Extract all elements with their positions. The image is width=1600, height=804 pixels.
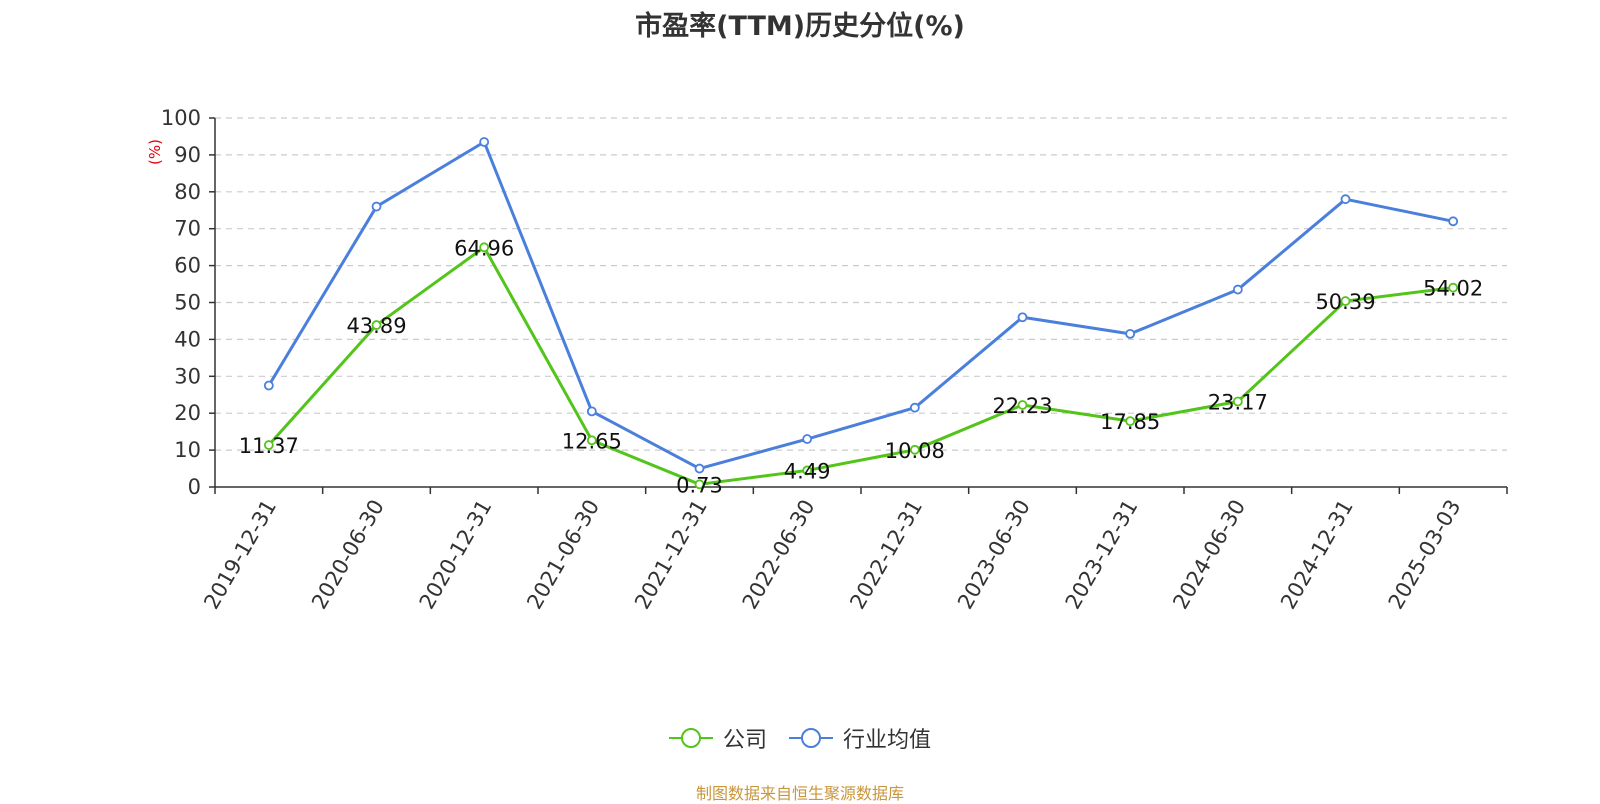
company-point: [909, 444, 920, 455]
company-point: [586, 435, 597, 446]
industry-point: [1448, 216, 1459, 227]
industry-point: [263, 380, 274, 391]
industry-series-line: [267, 140, 1454, 471]
x-tick-label: 2023-06-30: [953, 496, 1035, 614]
y-tick-label: 10: [174, 438, 201, 462]
x-tick-label: 2021-12-31: [630, 496, 712, 614]
x-tick-label: 2019-12-31: [199, 496, 281, 614]
legend-item-industry-average[interactable]: 行业均值: [789, 722, 931, 754]
company-data-label: 10.08: [885, 439, 945, 463]
company-point: [1125, 416, 1136, 427]
x-tick-label: 2022-06-30: [738, 496, 820, 614]
company-point: [802, 465, 813, 476]
industry-point: [1340, 194, 1351, 205]
x-tick-label: 2022-12-31: [845, 495, 927, 613]
company-point: [1448, 282, 1459, 293]
company-data-label: 22.23: [992, 394, 1052, 418]
industry-point: [1017, 312, 1028, 323]
company-point: [1340, 296, 1351, 306]
x-tick-label: 2020-06-30: [307, 496, 389, 614]
x-tick-label: 2025-03-03: [1384, 496, 1466, 614]
company-data-label: 12.65: [562, 429, 622, 453]
y-tick-label: 70: [174, 217, 201, 241]
legend-company-label: 公司: [722, 728, 767, 753]
axes: 0 10 20 30 40 50 60 70 80 90 100 (%) 2019-12-31 2020-…: [146, 106, 1508, 614]
company-point: [1017, 400, 1028, 410]
y-tick-label: 60: [174, 254, 201, 278]
y-tick-label: 30: [174, 364, 201, 388]
industry-point: [1232, 284, 1243, 295]
y-tick-label: 40: [174, 327, 201, 351]
company-point: [479, 242, 490, 253]
company-data-label: 17.85: [1100, 410, 1160, 434]
company-data-label: 11.37: [239, 434, 299, 458]
company-data-label: 43.89: [346, 314, 406, 338]
x-tick-label: 2023-12-31: [1061, 496, 1143, 614]
industry-point: [586, 406, 597, 417]
company-data-label: 50.39: [1315, 290, 1375, 314]
legend-industry-label: 行业均值: [843, 728, 932, 753]
company-data-label: 0.73: [676, 473, 723, 497]
industry-point: [479, 137, 490, 147]
company-data-label: 54.02: [1423, 277, 1483, 301]
x-tick-label: 2024-12-31: [1276, 496, 1358, 614]
industry-point: [909, 402, 920, 413]
legend-company-marker: [680, 728, 701, 748]
data-labels: 11.37 43.89 64.96 12.65 0.73 4.49 10.08 22.23 17…: [239, 236, 1483, 497]
company-point: [1232, 396, 1243, 407]
industry-point: [694, 463, 705, 474]
y-tick-label: 0: [188, 475, 201, 499]
legend-industry-marker: [801, 728, 821, 748]
x-tick-label: 2020-12-31: [415, 495, 497, 613]
x-tick-label: 2021-06-30: [522, 496, 604, 614]
company-point: [694, 479, 705, 490]
y-tick-label: 90: [174, 143, 201, 167]
series-lines: [263, 137, 1459, 490]
legend-company-line-icon: [668, 728, 713, 748]
company-data-label: 23.17: [1208, 391, 1268, 415]
source-note: 制图数据来自恒生聚源数据库: [695, 784, 904, 803]
y-tick-label: 80: [174, 180, 201, 204]
legend-item-company[interactable]: 公司: [668, 722, 767, 754]
industry-point: [1125, 328, 1136, 339]
industry-point: [371, 201, 382, 212]
legend-industry-line-icon: [789, 728, 833, 748]
chart-title: 市盈率(TTM)历史分位(%): [635, 11, 965, 42]
company-data-label: 64.96: [454, 236, 514, 260]
y-tick-label: 50: [174, 291, 201, 315]
company-data-label: 4.49: [784, 459, 831, 483]
industry-point: [802, 434, 813, 444]
x-tick-label: 2024-06-30: [1168, 496, 1250, 614]
company-point: [263, 440, 274, 450]
y-tick-label: 20: [174, 401, 201, 425]
gridlines: [215, 117, 1507, 451]
y-axis-label: (%): [146, 139, 164, 165]
company-point: [371, 320, 382, 330]
y-tick-label: 100: [161, 106, 201, 130]
company-series-line: [267, 245, 1454, 486]
legend: 公司 行业均值: [0, 722, 1600, 754]
